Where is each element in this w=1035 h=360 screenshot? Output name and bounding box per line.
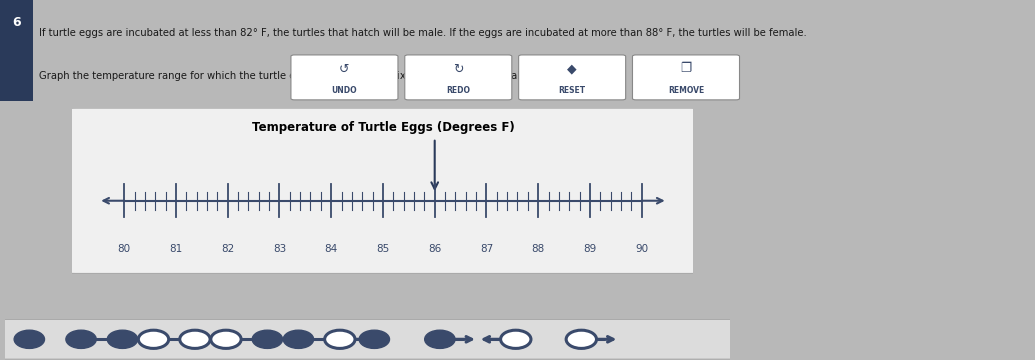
- FancyBboxPatch shape: [0, 0, 33, 101]
- Text: UNDO: UNDO: [331, 86, 357, 95]
- Text: 89: 89: [584, 244, 596, 254]
- Text: 86: 86: [428, 244, 441, 254]
- Circle shape: [253, 330, 283, 348]
- Text: 85: 85: [377, 244, 389, 254]
- Circle shape: [180, 330, 210, 348]
- Circle shape: [139, 330, 169, 348]
- Text: 90: 90: [635, 244, 648, 254]
- Circle shape: [14, 330, 45, 348]
- Circle shape: [359, 330, 389, 348]
- Text: 81: 81: [170, 244, 182, 254]
- Text: ↻: ↻: [453, 63, 464, 76]
- Text: REMOVE: REMOVE: [668, 86, 704, 95]
- Text: Temperature of Turtle Eggs (Degrees F): Temperature of Turtle Eggs (Degrees F): [252, 121, 514, 134]
- FancyBboxPatch shape: [632, 55, 739, 100]
- Text: If turtle eggs are incubated at less than 82° F, the turtles that hatch will be : If turtle eggs are incubated at less tha…: [39, 28, 807, 38]
- Text: ❐: ❐: [680, 63, 691, 76]
- Circle shape: [325, 330, 355, 348]
- Circle shape: [211, 330, 241, 348]
- FancyBboxPatch shape: [405, 55, 511, 100]
- FancyBboxPatch shape: [0, 319, 743, 359]
- Text: 82: 82: [221, 244, 234, 254]
- Text: 83: 83: [273, 244, 286, 254]
- Text: REDO: REDO: [446, 86, 470, 95]
- Text: ↺: ↺: [339, 63, 350, 76]
- Text: RESET: RESET: [559, 86, 586, 95]
- Text: 88: 88: [532, 244, 544, 254]
- FancyBboxPatch shape: [63, 108, 703, 274]
- Circle shape: [501, 330, 531, 348]
- Text: 80: 80: [118, 244, 130, 254]
- Text: 6: 6: [12, 16, 21, 29]
- Circle shape: [566, 330, 596, 348]
- Text: 87: 87: [480, 244, 493, 254]
- Text: Graph the temperature range for which the turtle eggs could hatch a mixture of m: Graph the temperature range for which th…: [39, 71, 565, 81]
- Text: ◆: ◆: [567, 63, 576, 76]
- Circle shape: [66, 330, 96, 348]
- Circle shape: [424, 330, 455, 348]
- FancyBboxPatch shape: [519, 55, 625, 100]
- Text: 84: 84: [325, 244, 337, 254]
- FancyBboxPatch shape: [291, 55, 397, 100]
- Circle shape: [108, 330, 138, 348]
- Circle shape: [284, 330, 314, 348]
